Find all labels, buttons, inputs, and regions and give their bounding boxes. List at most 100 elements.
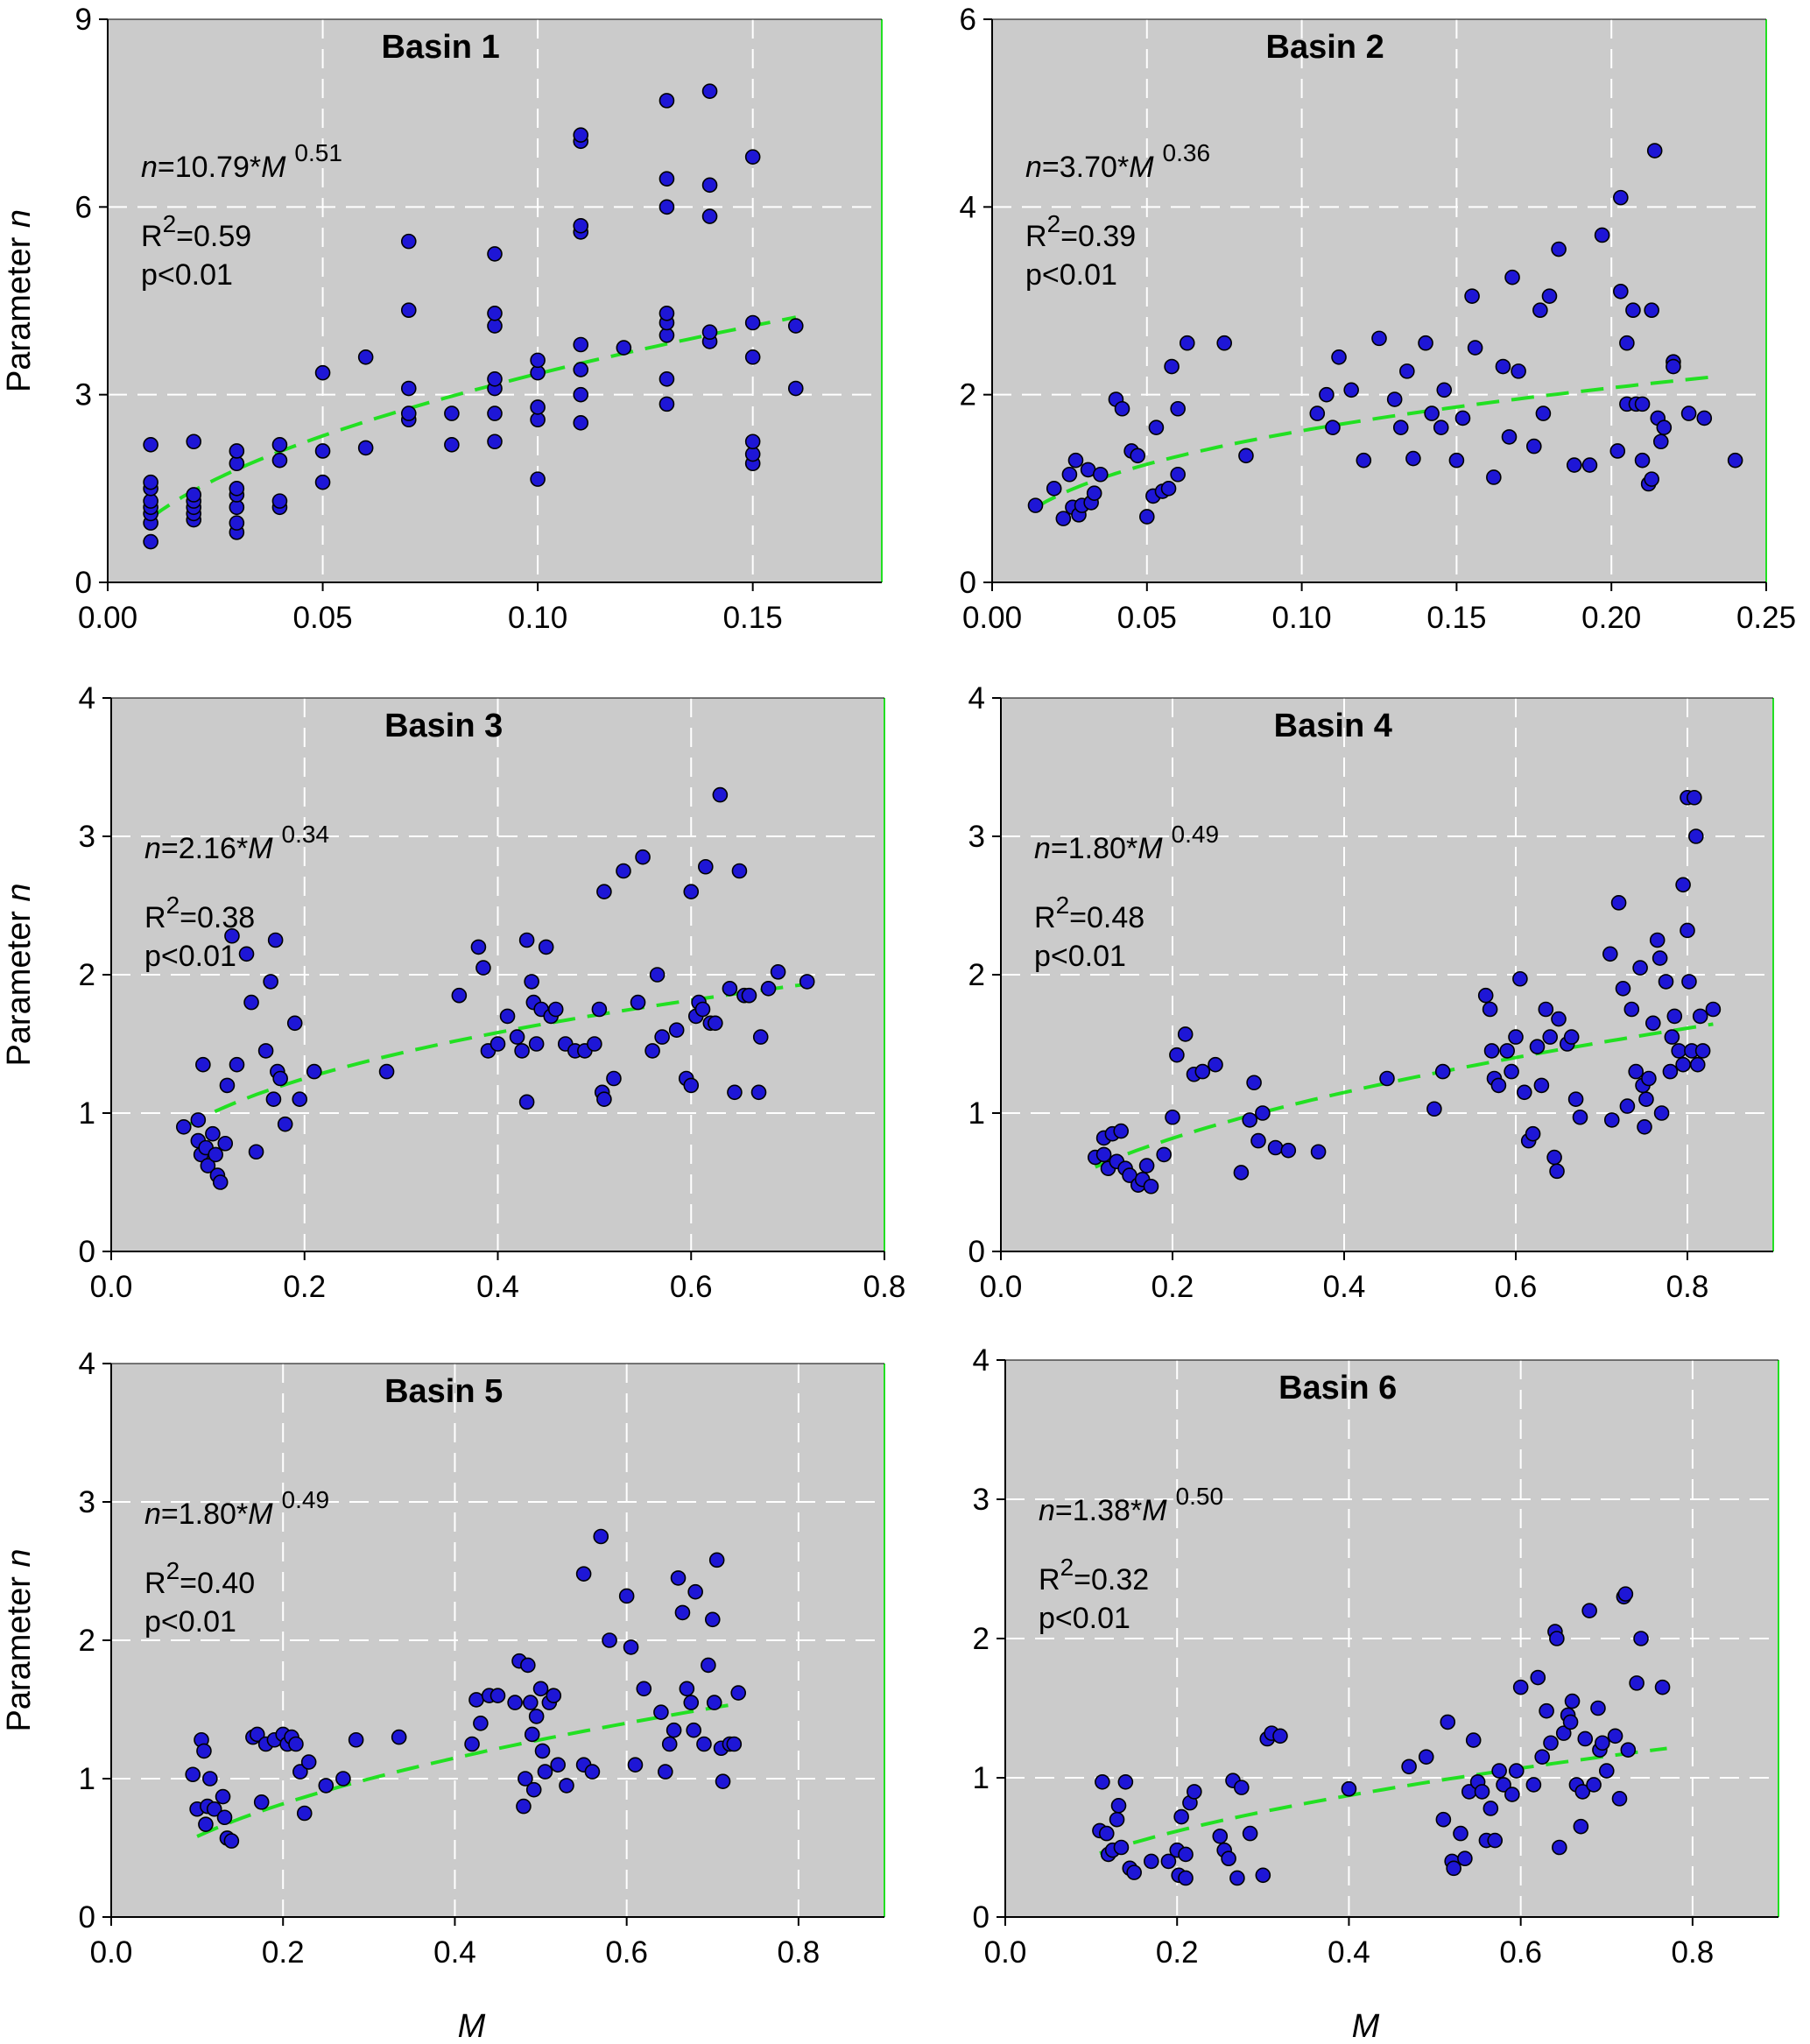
x-tick-label: 0.00: [962, 601, 1022, 635]
data-point: [470, 939, 487, 955]
data-point: [683, 1077, 700, 1094]
data-point: [616, 340, 632, 356]
data-point: [752, 1029, 769, 1045]
x-tick-label: 0.2: [1151, 1270, 1194, 1304]
data-point: [1566, 457, 1582, 473]
data-point: [271, 452, 288, 469]
data-point: [1331, 349, 1347, 365]
data-point: [670, 1570, 687, 1586]
data-point: [1457, 1850, 1473, 1867]
data-point: [400, 405, 417, 421]
data-point: [787, 318, 804, 334]
data-point: [1401, 1759, 1417, 1775]
data-point: [489, 1688, 506, 1703]
data-point: [1689, 1056, 1706, 1073]
data-point: [1229, 1870, 1245, 1886]
data-point: [444, 437, 460, 453]
x-axis-label: M: [1352, 2008, 1380, 2044]
x-tick-label: 0.4: [1323, 1270, 1366, 1304]
data-point: [196, 1743, 212, 1759]
data-point: [683, 1695, 700, 1710]
data-point: [229, 443, 245, 459]
x-tick-label: 0.0: [980, 1270, 1023, 1304]
data-point: [229, 481, 245, 497]
data-point: [1433, 419, 1449, 435]
data-point: [528, 1709, 545, 1724]
x-tick-label: 0.0: [984, 1935, 1027, 1970]
fit-curve: [1034, 374, 1721, 510]
data-point: [1620, 1742, 1637, 1758]
data-point: [1641, 1070, 1657, 1087]
eq-variable: n: [144, 1498, 161, 1531]
data-point: [300, 1754, 317, 1770]
data-point: [1504, 1063, 1519, 1080]
data-point: [1467, 340, 1483, 356]
data-point: [726, 1736, 743, 1752]
data-point: [573, 217, 589, 234]
fit-equation: n=1.80*M 0.49: [1034, 821, 1219, 865]
data-point: [229, 1056, 245, 1073]
data-point: [547, 1001, 564, 1018]
y-tick-label: 2: [79, 1624, 95, 1658]
x-tick-label: 0.8: [778, 1935, 820, 1970]
data-point: [1504, 269, 1520, 285]
data-point: [1280, 1142, 1297, 1159]
x-tick-label: 0.00: [78, 601, 137, 635]
data-point: [1238, 448, 1254, 464]
data-point: [1341, 1780, 1357, 1797]
data-point: [257, 1043, 274, 1059]
data-point: [1629, 1675, 1644, 1691]
data-point: [537, 1764, 553, 1780]
data-point: [1644, 471, 1659, 487]
data-point: [318, 1778, 335, 1794]
data-point: [618, 1588, 635, 1604]
fit-equation: n=10.79*M 0.51: [141, 139, 342, 184]
y-tick-label: 0: [79, 1900, 95, 1935]
r2-value: =0.32: [1074, 1563, 1149, 1596]
data-point: [1705, 1001, 1722, 1018]
data-point: [1688, 828, 1704, 844]
data-point: [559, 1778, 574, 1794]
panel-title: Basin 1: [382, 29, 500, 66]
data-point: [701, 83, 718, 99]
eq-base: M: [1137, 832, 1163, 865]
data-point: [799, 974, 815, 990]
y-tick-label: 3: [79, 820, 95, 854]
x-tick-label: 0.2: [262, 1935, 305, 1970]
y-tick-label: 1: [79, 1762, 95, 1796]
data-point: [272, 1070, 288, 1087]
data-point: [1581, 1603, 1597, 1618]
data-point: [584, 1764, 601, 1780]
r-squared: R2=0.38: [144, 892, 255, 934]
x-tick-label: 0.2: [1156, 1935, 1199, 1970]
data-point: [741, 987, 757, 1004]
data-point: [1603, 1112, 1620, 1128]
data-point: [1611, 1791, 1628, 1807]
data-point: [1598, 1763, 1615, 1779]
data-point: [708, 1552, 725, 1568]
data-point: [205, 1125, 221, 1142]
data-point: [1309, 405, 1326, 421]
data-point: [1160, 481, 1177, 497]
eq-exponent: 0.49: [282, 1486, 330, 1513]
data-point: [1246, 1075, 1262, 1091]
data-point: [1634, 396, 1651, 412]
plot-area: [108, 19, 882, 582]
data-point: [1628, 1063, 1644, 1080]
x-tick-label: 0.25: [1736, 601, 1796, 635]
data-point: [1187, 1784, 1202, 1800]
r2-superscript: 2: [1047, 210, 1061, 237]
plot-area: [992, 19, 1766, 582]
eq-coefficient: =1.80*: [1051, 832, 1137, 865]
data-point: [1552, 1839, 1567, 1856]
data-point: [271, 437, 288, 453]
data-point: [1143, 1853, 1159, 1870]
r-squared: R2=0.39: [1025, 210, 1136, 253]
data-point: [175, 1119, 192, 1135]
data-point: [1538, 1001, 1554, 1018]
eq-variable: n: [1034, 832, 1051, 865]
data-point: [550, 1757, 566, 1773]
data-point: [286, 1015, 303, 1032]
data-point: [1139, 509, 1155, 525]
x-tick-label: 0.0: [90, 1270, 133, 1304]
